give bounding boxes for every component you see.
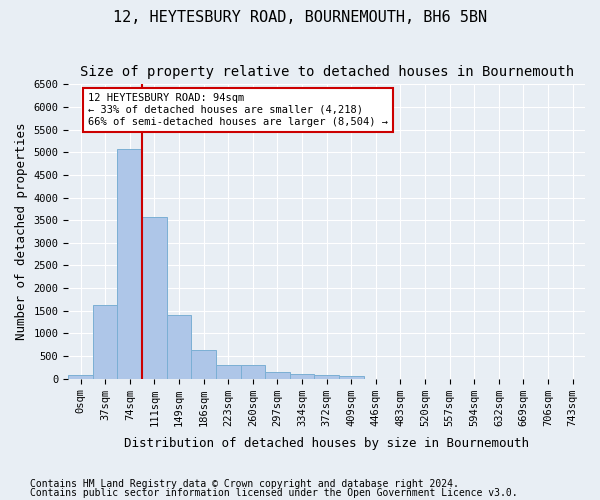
Bar — [290, 374, 314, 378]
Bar — [241, 365, 265, 378]
Bar — [216, 365, 241, 378]
Bar — [93, 305, 118, 378]
Title: Size of property relative to detached houses in Bournemouth: Size of property relative to detached ho… — [80, 65, 574, 79]
Text: 12 HEYTESBURY ROAD: 94sqm
← 33% of detached houses are smaller (4,218)
66% of se: 12 HEYTESBURY ROAD: 94sqm ← 33% of detac… — [88, 94, 388, 126]
Y-axis label: Number of detached properties: Number of detached properties — [15, 122, 28, 340]
Bar — [142, 217, 167, 378]
Bar — [339, 376, 364, 378]
Text: 12, HEYTESBURY ROAD, BOURNEMOUTH, BH6 5BN: 12, HEYTESBURY ROAD, BOURNEMOUTH, BH6 5B… — [113, 10, 487, 25]
Bar — [265, 372, 290, 378]
Bar — [118, 149, 142, 378]
Bar — [68, 376, 93, 378]
Text: Contains public sector information licensed under the Open Government Licence v3: Contains public sector information licen… — [30, 488, 518, 498]
Bar — [314, 376, 339, 378]
X-axis label: Distribution of detached houses by size in Bournemouth: Distribution of detached houses by size … — [124, 437, 529, 450]
Bar — [191, 350, 216, 378]
Text: Contains HM Land Registry data © Crown copyright and database right 2024.: Contains HM Land Registry data © Crown c… — [30, 479, 459, 489]
Bar — [167, 316, 191, 378]
